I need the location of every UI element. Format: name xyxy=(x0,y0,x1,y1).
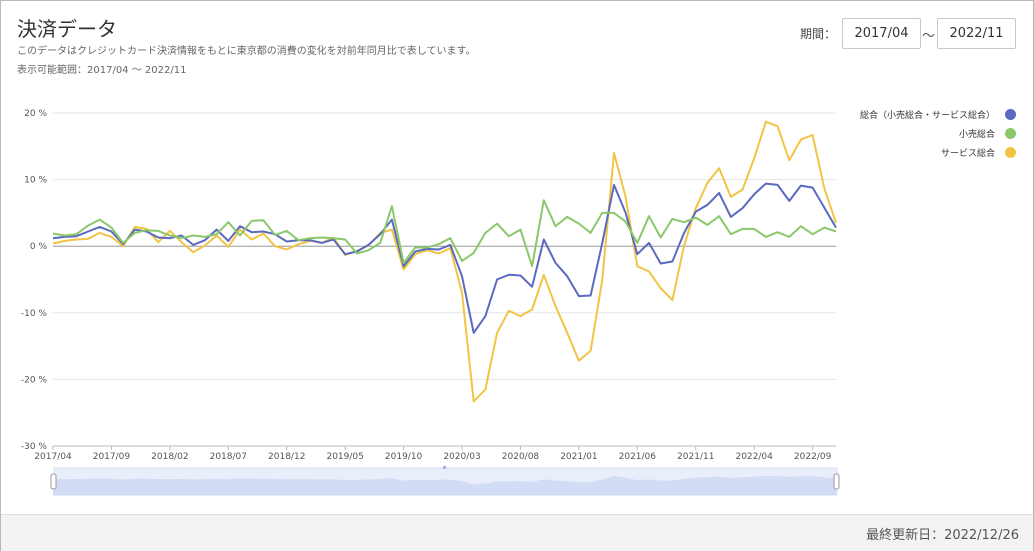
x-tick-label: 2021/01 xyxy=(560,452,597,462)
y-tick-label: -10 % xyxy=(21,309,48,319)
period-start-input[interactable]: 2017/04 xyxy=(842,18,921,49)
x-tick-label: 2017/04 xyxy=(34,452,72,462)
legend-marker-retail[interactable] xyxy=(1005,128,1016,139)
x-tick-label: 2018/12 xyxy=(268,452,305,462)
period-label: 期間： xyxy=(800,27,837,41)
legend-marker-service[interactable] xyxy=(1005,147,1016,158)
range-slider-grip[interactable] xyxy=(443,466,446,469)
line-chart: 20 % 10 % 0 % -10 % -20 % -30 %2017/04 2017/09… xyxy=(21,109,840,496)
x-tick-label: 2019/10 xyxy=(385,452,423,462)
chart-description: このデータはクレジットカード決済情報をもとに東京都の消費の変化を対前年同月比で表… xyxy=(17,46,476,57)
x-tick-label: 2018/07 xyxy=(210,452,247,462)
range-slider-preview xyxy=(53,476,836,495)
last-updated: 最終更新日：2022/12/26 xyxy=(866,528,1019,543)
x-tick-label: 2018/02 xyxy=(151,452,188,462)
range-slider-right-handle[interactable] xyxy=(833,473,840,490)
y-tick-label: -20 % xyxy=(21,375,48,385)
range-slider-left-handle[interactable] xyxy=(50,473,57,490)
y-tick-label: 20 % xyxy=(24,109,47,119)
x-tick-label: 2017/09 xyxy=(93,452,131,462)
series-line-retail xyxy=(52,199,837,268)
legend-label-service[interactable]: サービス総合 xyxy=(940,149,995,159)
x-tick-label: 2021/11 xyxy=(677,452,714,462)
footer: 最終更新日：2022/12/26 xyxy=(1,514,1033,551)
legend-label-retail[interactable]: 小売総合 xyxy=(958,130,995,140)
y-tick-label: 10 % xyxy=(24,176,47,186)
x-tick-label: 2019/05 xyxy=(326,452,363,462)
x-tick-label: 2021/06 xyxy=(619,452,657,462)
x-tick-label: 2020/03 xyxy=(443,452,480,462)
y-tick-label: 0 % xyxy=(30,242,48,252)
range-note: 表示可能範囲：2017/04 ～ 2022/11 xyxy=(17,65,187,76)
y-tick-label: -30 % xyxy=(21,442,48,452)
period-end-input[interactable]: 2022/11 xyxy=(937,18,1016,49)
series-line-service xyxy=(52,120,837,403)
legend-label-total[interactable]: 総合（小売総合・サービス総合） xyxy=(859,111,995,121)
x-tick-label: 2022/09 xyxy=(794,452,832,462)
period-separator: ～ xyxy=(922,29,936,44)
legend-marker-total[interactable] xyxy=(1005,109,1016,120)
x-tick-label: 2022/04 xyxy=(735,452,773,462)
x-tick-label: 2020/08 xyxy=(502,452,540,462)
page-title: 決済データ xyxy=(17,17,117,41)
series-line-total xyxy=(52,182,837,334)
